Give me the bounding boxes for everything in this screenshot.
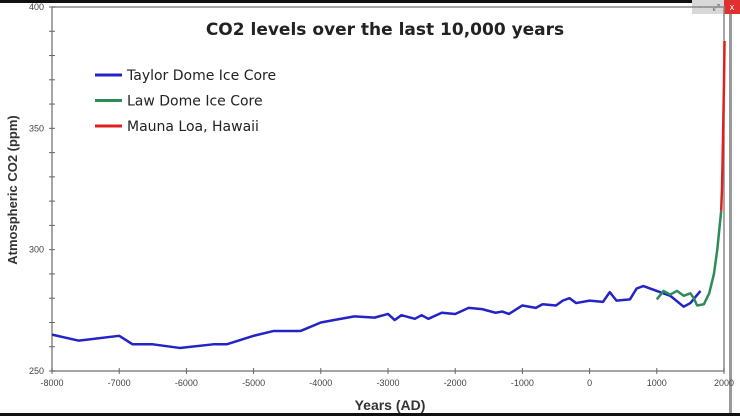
x-tick-label: -4000 (309, 378, 332, 388)
plot-frame (51, 6, 725, 372)
x-tick-label: 2000 (714, 378, 734, 388)
y-tick-label: 250 (29, 366, 44, 376)
close-button[interactable]: x (724, 0, 740, 14)
x-tick-label: -2000 (444, 378, 467, 388)
window-right-edge (729, 14, 732, 414)
y-tick-label: 350 (29, 123, 44, 133)
x-tick-label: 0 (587, 378, 592, 388)
x-tick-label: 1000 (647, 378, 667, 388)
x-tick-label: -7000 (108, 378, 131, 388)
window-top-border (0, 0, 740, 3)
series-line-0 (51, 284, 702, 350)
x-tick-label: -8000 (40, 378, 63, 388)
x-tick-label: -3000 (376, 378, 399, 388)
x-tick-label: -1000 (511, 378, 534, 388)
x-axis-label: Years (AD) (355, 397, 426, 413)
y-axis-label: Atmospheric CO2 (ppm) (5, 115, 20, 265)
legend-label: Taylor Dome Ice Core (126, 68, 276, 84)
x-tick-label: -6000 (175, 378, 198, 388)
legend-label: Mauna Loa, Hawaii (127, 119, 259, 135)
series-line-1 (655, 210, 723, 307)
series-line-2 (719, 40, 726, 211)
x-tick-label: -5000 (242, 378, 265, 388)
y-tick-label: 400 (29, 2, 44, 12)
legend-label: Law Dome Ice Core (127, 94, 263, 110)
window-bottom-border (0, 413, 740, 416)
y-tick-label: 300 (29, 245, 44, 255)
chart-title: CO2 levels over the last 10,000 years (206, 20, 564, 40)
